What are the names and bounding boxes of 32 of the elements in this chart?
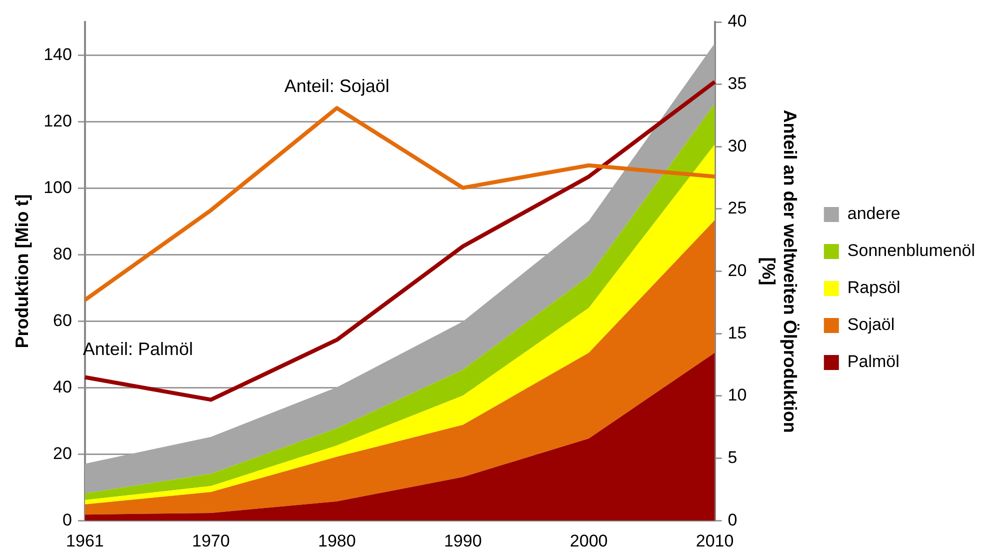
x-tick-label: 1970 <box>192 531 230 550</box>
y-tick-label: 80 <box>53 244 72 264</box>
y2-tick-label: 30 <box>728 136 747 156</box>
y-tick-label: 40 <box>53 377 72 396</box>
y2-tick-label: 0 <box>728 510 738 530</box>
y2-tick-label: 10 <box>728 386 747 405</box>
legend-label: Sojaöl <box>847 315 895 334</box>
legend-label: Palmöl <box>847 352 900 372</box>
y2-tick-label: 15 <box>728 323 747 342</box>
y-tick-label: 120 <box>44 111 72 130</box>
legend-label: andere <box>847 204 900 224</box>
y2-tick-label: 25 <box>728 198 747 218</box>
x-tick-label: 2000 <box>570 531 608 550</box>
y2-tick-label: 35 <box>728 74 747 94</box>
y-tick-label: 100 <box>44 178 72 197</box>
y2-tick-label: 40 <box>728 12 747 31</box>
y2-tick-label: 5 <box>728 448 738 467</box>
x-tick-label: 1980 <box>318 531 356 550</box>
y2-tick-label: 20 <box>728 260 747 280</box>
y-axis-title: Produktion [Mio t] <box>12 194 32 348</box>
y-tick-label: 60 <box>53 310 72 330</box>
y-tick-label: 140 <box>44 44 72 64</box>
series-label: Anteil: Sojaöl <box>284 76 390 96</box>
legend-label: Rapsöl <box>847 278 900 298</box>
x-tick-label: 1961 <box>66 531 104 550</box>
x-tick-label: 1990 <box>444 531 482 550</box>
series-label: Anteil: Palmöl <box>82 339 193 360</box>
y-tick-label: 0 <box>62 510 72 530</box>
y2-axis-title: Anteil an der weltweiten Ölproduktion [%] <box>758 110 800 433</box>
x-tick-label: 2010 <box>696 531 734 550</box>
y-tick-label: 20 <box>53 444 72 463</box>
legend-label: Sonnenblumenöl <box>847 241 976 260</box>
